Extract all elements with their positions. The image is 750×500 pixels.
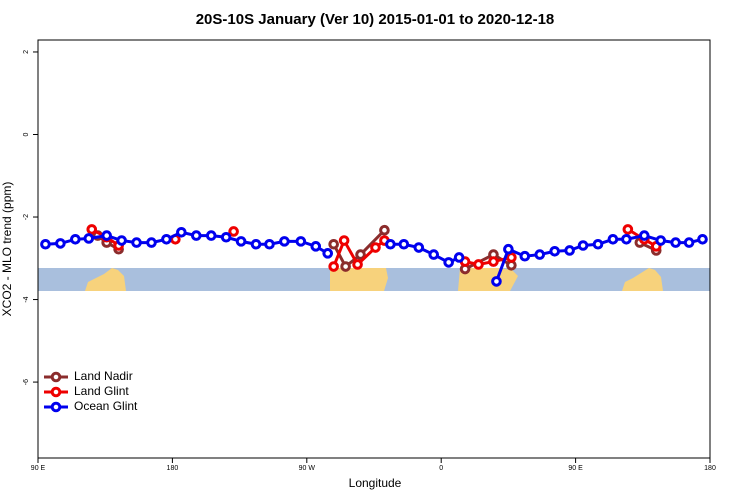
data-point bbox=[398, 238, 410, 250]
data-point bbox=[328, 238, 339, 250]
data-point bbox=[577, 240, 589, 251]
data-point bbox=[352, 259, 363, 270]
data-point bbox=[549, 245, 560, 257]
x-tick-label: 90 E bbox=[31, 465, 46, 472]
data-point bbox=[310, 241, 322, 252]
data-point bbox=[453, 252, 465, 263]
data-point bbox=[519, 250, 531, 262]
chart-title: 20S-10S January (Ver 10) 2015-01-01 to 2… bbox=[196, 11, 555, 28]
data-point bbox=[70, 234, 81, 245]
data-point bbox=[506, 252, 517, 263]
data-point bbox=[295, 236, 307, 247]
legend-label: Ocean Glint bbox=[74, 399, 138, 413]
data-point bbox=[279, 236, 290, 247]
data-point bbox=[328, 261, 339, 272]
data-point bbox=[655, 235, 667, 246]
data-point bbox=[503, 243, 514, 255]
data-point bbox=[161, 234, 172, 245]
data-point bbox=[228, 226, 239, 237]
data-point bbox=[86, 224, 98, 235]
land-shape bbox=[85, 268, 126, 291]
data-point bbox=[176, 226, 187, 238]
map-strip bbox=[38, 268, 710, 291]
data-point bbox=[622, 224, 634, 235]
data-point bbox=[190, 230, 202, 241]
data-point bbox=[131, 237, 142, 248]
legend-marker bbox=[50, 371, 62, 383]
legend-marker bbox=[50, 401, 62, 413]
legend-label: Land Glint bbox=[74, 384, 129, 398]
data-point bbox=[491, 276, 502, 287]
y-tick-label: -2 bbox=[23, 214, 30, 220]
data-point bbox=[40, 238, 51, 250]
legend-marker bbox=[50, 386, 62, 398]
y-tick-label: -6 bbox=[23, 379, 30, 385]
data-point bbox=[338, 235, 350, 246]
data-point bbox=[592, 238, 604, 250]
data-point bbox=[264, 238, 275, 250]
data-point bbox=[101, 230, 112, 241]
data-point bbox=[621, 234, 632, 245]
x-tick-label: 180 bbox=[704, 465, 716, 472]
data-point bbox=[250, 238, 262, 250]
data-point bbox=[385, 238, 396, 250]
data-point bbox=[413, 242, 425, 253]
x-tick-label: 90 E bbox=[568, 465, 583, 472]
data-point bbox=[607, 234, 619, 245]
data-point bbox=[488, 256, 499, 267]
data-point bbox=[534, 249, 546, 260]
x-tick-label: 0 bbox=[439, 465, 443, 472]
data-point bbox=[697, 234, 708, 245]
y-tick-label: 0 bbox=[23, 132, 30, 136]
data-point bbox=[638, 230, 650, 241]
data-point bbox=[473, 259, 484, 270]
x-tick-label: 90 W bbox=[299, 465, 316, 472]
data-point bbox=[205, 230, 217, 241]
data-point bbox=[146, 237, 157, 248]
land-shape bbox=[622, 268, 663, 291]
data-point bbox=[355, 249, 366, 260]
legend-label: Land Nadir bbox=[74, 369, 133, 383]
data-point bbox=[670, 237, 681, 248]
data-point bbox=[235, 236, 247, 247]
x-tick-label: 180 bbox=[167, 465, 179, 472]
data-point bbox=[220, 231, 232, 243]
x-axis-label: Longitude bbox=[349, 476, 402, 490]
data-point bbox=[116, 235, 127, 246]
land-shape bbox=[330, 268, 388, 291]
plot-frame bbox=[37, 39, 711, 459]
data-point bbox=[83, 233, 95, 244]
land-shape bbox=[458, 268, 518, 291]
data-point bbox=[322, 248, 334, 259]
y-axis-label: XCO2 - MLO trend (ppm) bbox=[0, 182, 14, 317]
data-point bbox=[379, 224, 390, 236]
data-point bbox=[683, 237, 695, 248]
data-point bbox=[55, 238, 66, 249]
y-tick-label: -4 bbox=[23, 296, 30, 302]
data-point bbox=[443, 257, 454, 268]
data-point bbox=[370, 242, 381, 253]
data-point bbox=[564, 245, 575, 256]
data-point bbox=[340, 261, 351, 272]
y-tick-label: 2 bbox=[23, 50, 30, 54]
data-point bbox=[428, 249, 440, 260]
